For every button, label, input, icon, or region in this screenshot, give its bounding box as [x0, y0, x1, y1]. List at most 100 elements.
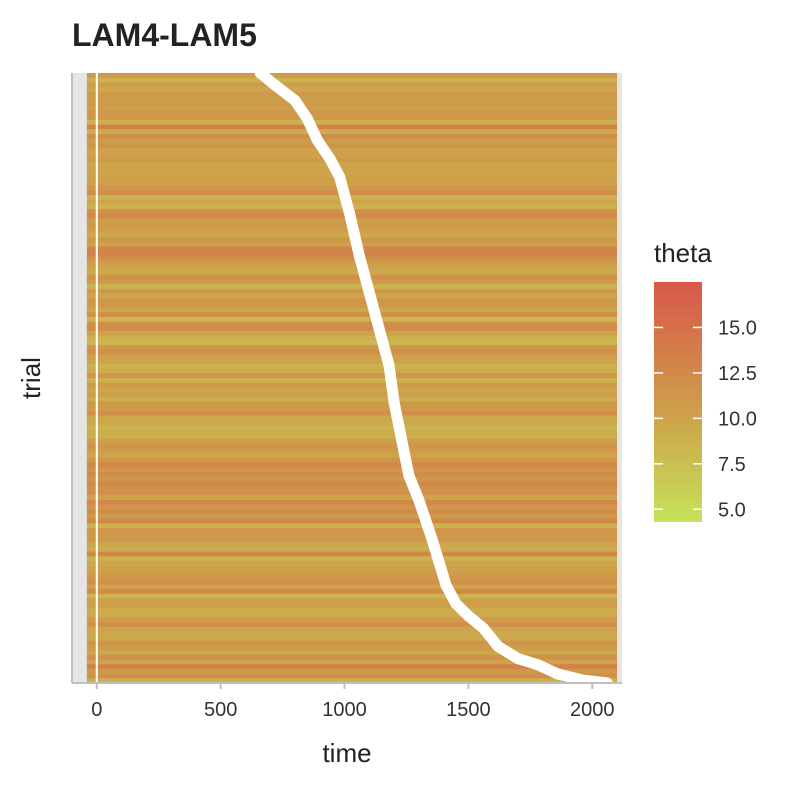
response-marker: [552, 668, 564, 680]
heatmap-row: [86, 424, 618, 431]
heatmap-row: [86, 171, 618, 177]
heatmap-row: [86, 490, 618, 496]
heatmap-row: [86, 256, 618, 262]
heatmap-row: [86, 561, 618, 567]
response-marker: [433, 555, 445, 567]
heatmap-row: [86, 148, 618, 154]
heatmap-row: [86, 565, 618, 571]
heatmap-row: [86, 382, 618, 388]
heatmap-row: [86, 331, 618, 337]
heatmap-row: [86, 293, 618, 299]
heatmap-row: [86, 284, 618, 290]
heatmap-row: [86, 110, 618, 116]
heatmap-row: [86, 87, 618, 93]
x-axis-title: time: [322, 738, 371, 768]
response-marker: [383, 360, 395, 372]
heatmap-row: [86, 152, 618, 159]
heatmap-row: [86, 532, 618, 539]
heatmap-row: [86, 626, 618, 632]
heatmap-row: [86, 603, 618, 609]
heatmap-row: [86, 246, 618, 252]
heatmap-row: [86, 288, 618, 295]
heatmap-row: [86, 537, 618, 543]
chart-title: LAM4-LAM5: [72, 17, 257, 53]
response-marker: [343, 207, 355, 219]
heatmap-tiles: [86, 73, 618, 684]
heatmap-row: [86, 91, 618, 98]
response-markers: [254, 67, 613, 689]
heatmap-row: [86, 551, 618, 557]
heatmap-row: [86, 457, 618, 464]
legend-ticks: 5.0 7.5 10.0 12.5 15.0: [654, 317, 757, 521]
heatmap-row: [86, 396, 618, 403]
response-marker: [512, 653, 524, 665]
response-curve: [254, 67, 613, 689]
heatmap-row: [86, 659, 618, 665]
heatmap-row: [86, 575, 618, 581]
heatmap-row: [86, 274, 618, 281]
heatmap-row: [86, 279, 618, 285]
heatmap-row: [86, 349, 618, 356]
heatmap-row: [86, 622, 618, 628]
heatmap-row: [86, 335, 618, 342]
response-marker: [289, 94, 301, 106]
heatmap-row: [86, 185, 618, 191]
heatmap-row: [86, 495, 618, 501]
response-marker: [477, 622, 489, 634]
response-marker: [353, 250, 365, 262]
heatmap-row: [86, 307, 618, 313]
legend-tick-label: 12.5: [718, 363, 757, 385]
heatmap-row: [86, 251, 618, 257]
legend-title: theta: [654, 238, 712, 268]
heatmap-row: [86, 378, 618, 384]
response-marker: [324, 152, 336, 164]
axes: [71, 73, 622, 684]
heatmap-row: [86, 96, 618, 102]
heatmap-row: [86, 556, 618, 562]
heatmap-row: [86, 434, 618, 440]
response-marker: [440, 579, 452, 591]
heatmap-row: [86, 162, 618, 168]
heatmap-row: [86, 302, 618, 309]
heatmap-row: [86, 471, 618, 478]
legend-tick-label: 5.0: [718, 499, 746, 521]
heatmap-row: [86, 176, 618, 182]
response-marker: [462, 610, 474, 622]
legend-tick-label: 7.5: [718, 454, 746, 476]
legend-colorbar: [654, 282, 702, 522]
heatmap-row: [86, 509, 618, 515]
response-marker: [301, 113, 313, 125]
heatmap-row: [86, 439, 618, 445]
heatmap-row: [86, 105, 618, 112]
heatmap-row: [86, 368, 618, 374]
heatmap-row: [86, 668, 618, 675]
heatmap-row: [86, 73, 618, 79]
heatmap-row: [86, 326, 618, 332]
heatmap-row: [86, 593, 618, 600]
x-tick-label: 0: [91, 699, 102, 721]
heatmap-row: [86, 138, 618, 144]
heatmap-row: [86, 570, 618, 576]
heatmap-row: [86, 542, 618, 548]
heatmap-row: [86, 129, 618, 135]
response-marker: [492, 640, 504, 652]
response-marker: [334, 171, 346, 183]
heatmap-row: [86, 640, 618, 647]
heatmap-row: [86, 467, 618, 473]
heatmap-row: [86, 485, 618, 492]
legend: theta 5.0 7.5 10.0 12.5 15.0: [654, 238, 757, 522]
heatmap-row: [86, 429, 618, 435]
heatmap-row: [86, 345, 618, 351]
y-axis-title: trial: [16, 357, 46, 399]
heatmap-row: [86, 157, 618, 163]
heatmap-row: [86, 101, 618, 107]
heatmap-row: [86, 462, 618, 468]
heatmap-row: [86, 481, 618, 487]
response-marker: [311, 134, 323, 146]
heatmap-row: [86, 645, 618, 651]
heatmap-row: [86, 119, 618, 126]
response-marker: [254, 67, 266, 79]
response-marker: [396, 433, 408, 445]
heatmap-row: [86, 584, 618, 590]
